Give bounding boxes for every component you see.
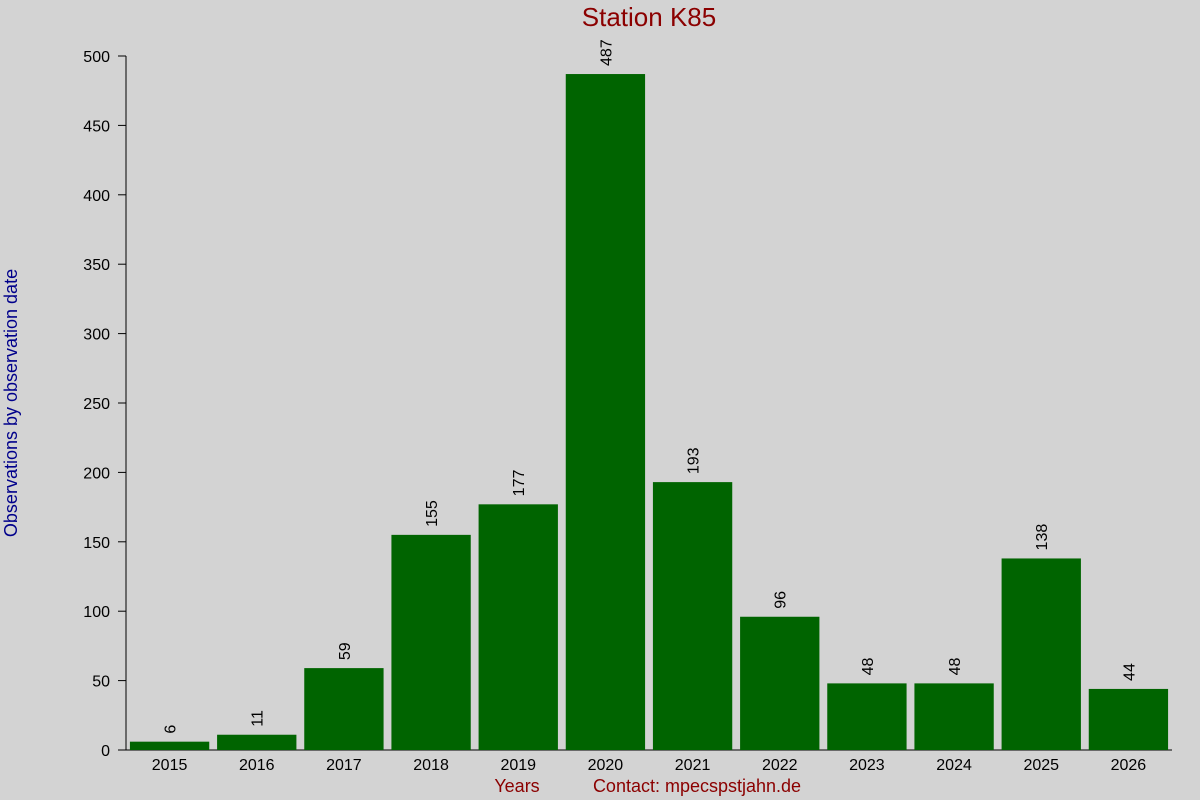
y-tick-label: 200 <box>83 465 110 482</box>
bar <box>652 482 733 750</box>
y-tick-label: 100 <box>83 604 110 621</box>
bar <box>565 74 646 750</box>
y-tick-label: 500 <box>83 49 110 66</box>
chart-title: Station K85 <box>582 2 716 32</box>
y-tick-label: 300 <box>83 327 110 344</box>
bar <box>1088 688 1169 750</box>
value-label: 44 <box>1121 663 1138 681</box>
y-tick-label: 450 <box>83 118 110 135</box>
value-label: 6 <box>163 725 180 734</box>
value-label: 11 <box>250 710 267 727</box>
x-tick-label: 2020 <box>588 757 624 774</box>
y-tick-label: 50 <box>92 674 110 691</box>
bar <box>1001 558 1081 750</box>
y-tick-label: 0 <box>101 743 110 760</box>
value-label: 177 <box>511 470 528 497</box>
x-tick-label: 2026 <box>1111 757 1147 774</box>
y-tick-label: 250 <box>83 396 110 413</box>
value-label: 96 <box>773 591 790 609</box>
x-tick-label: 2025 <box>1023 757 1059 774</box>
x-tick-label: 2024 <box>936 757 972 774</box>
value-label: 48 <box>860 657 877 675</box>
value-label: 487 <box>598 39 615 66</box>
bar <box>304 668 384 750</box>
value-label: 138 <box>1034 524 1051 551</box>
value-label: 48 <box>947 657 964 675</box>
value-label: 155 <box>424 500 441 527</box>
x-tick-label: 2023 <box>849 757 885 774</box>
y-tick-label: 400 <box>83 188 110 205</box>
contact: Contact: mpecspstjahn.de <box>593 776 801 796</box>
bar <box>217 734 297 750</box>
bar <box>740 616 820 750</box>
x-tick-label: 2016 <box>239 757 275 774</box>
x-tick-label: 2022 <box>762 757 798 774</box>
bar <box>914 683 994 750</box>
x-tick-label: 2019 <box>500 757 536 774</box>
x-tick-label: 2021 <box>675 757 711 774</box>
x-tick-label: 2015 <box>152 757 188 774</box>
x-tick-label: 2018 <box>413 757 449 774</box>
y-tick-label: 150 <box>83 535 110 552</box>
x-tick-label: 2017 <box>326 757 362 774</box>
value-label: 59 <box>337 642 354 660</box>
x-axis-label: Years <box>494 776 539 796</box>
bar <box>391 534 471 750</box>
bar <box>478 504 558 750</box>
value-label: 193 <box>686 447 703 474</box>
bar <box>827 683 907 750</box>
y-tick-label: 350 <box>83 257 110 274</box>
y-axis-label: Observations by observation date <box>1 269 21 537</box>
bar <box>129 741 210 750</box>
